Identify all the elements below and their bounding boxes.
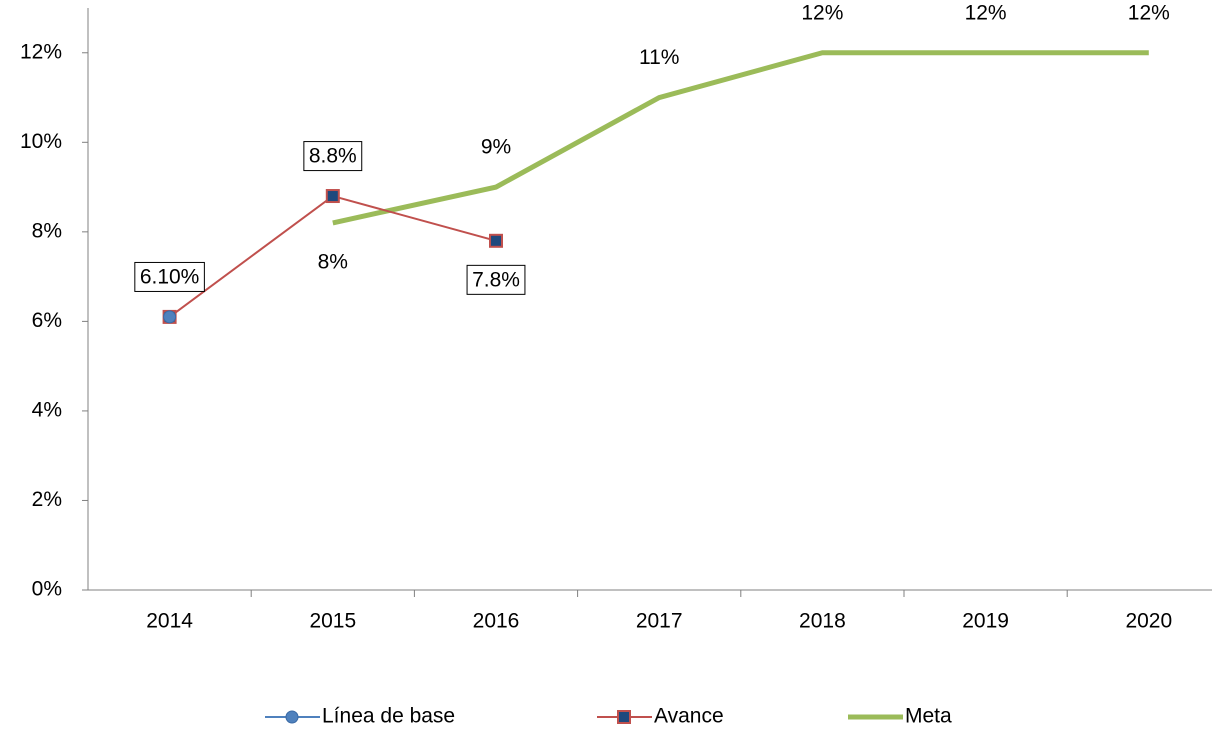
x-tick-label: 2016 xyxy=(473,610,520,633)
y-tick-label: 8% xyxy=(32,219,62,242)
data-label-box xyxy=(134,261,205,292)
data-label: 7.8% xyxy=(472,268,520,291)
y-tick-label: 6% xyxy=(32,309,62,332)
data-label: 12% xyxy=(801,1,843,24)
data-label: 9% xyxy=(481,136,511,159)
legend-label: Línea de base xyxy=(322,705,455,728)
x-tick-label: 2017 xyxy=(636,610,683,633)
data-label: 12% xyxy=(1128,1,1170,24)
marker xyxy=(325,189,340,204)
x-tick-label: 2019 xyxy=(962,610,1009,633)
y-tick-label: 10% xyxy=(20,130,62,153)
marker xyxy=(163,310,177,324)
y-tick-label: 2% xyxy=(32,488,62,511)
data-label: 11% xyxy=(639,46,679,69)
series-line xyxy=(332,50,1149,226)
legend-label: Avance xyxy=(654,705,724,728)
x-tick-label: 2018 xyxy=(799,610,846,633)
legend-label: Meta xyxy=(905,705,952,728)
x-tick-label: 2015 xyxy=(309,610,356,633)
legend-marker xyxy=(617,710,631,724)
y-tick-label: 12% xyxy=(20,40,62,63)
data-label: 8% xyxy=(318,250,348,273)
legend-marker xyxy=(285,710,299,724)
data-label: 8.8% xyxy=(309,145,357,168)
data-label-box xyxy=(303,141,363,172)
data-label-box xyxy=(466,264,526,295)
y-tick-label: 4% xyxy=(32,398,62,421)
data-label: 6.10% xyxy=(140,265,200,288)
x-tick-label: 2020 xyxy=(1125,610,1172,633)
marker xyxy=(489,233,503,248)
y-tick-label: 0% xyxy=(32,578,62,601)
x-tick-label: 2014 xyxy=(146,610,193,633)
data-label: 12% xyxy=(965,1,1007,24)
